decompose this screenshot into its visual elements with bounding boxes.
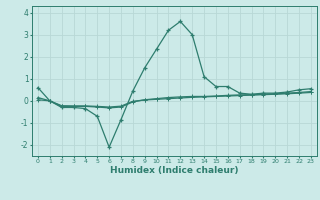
X-axis label: Humidex (Indice chaleur): Humidex (Indice chaleur) — [110, 166, 239, 175]
